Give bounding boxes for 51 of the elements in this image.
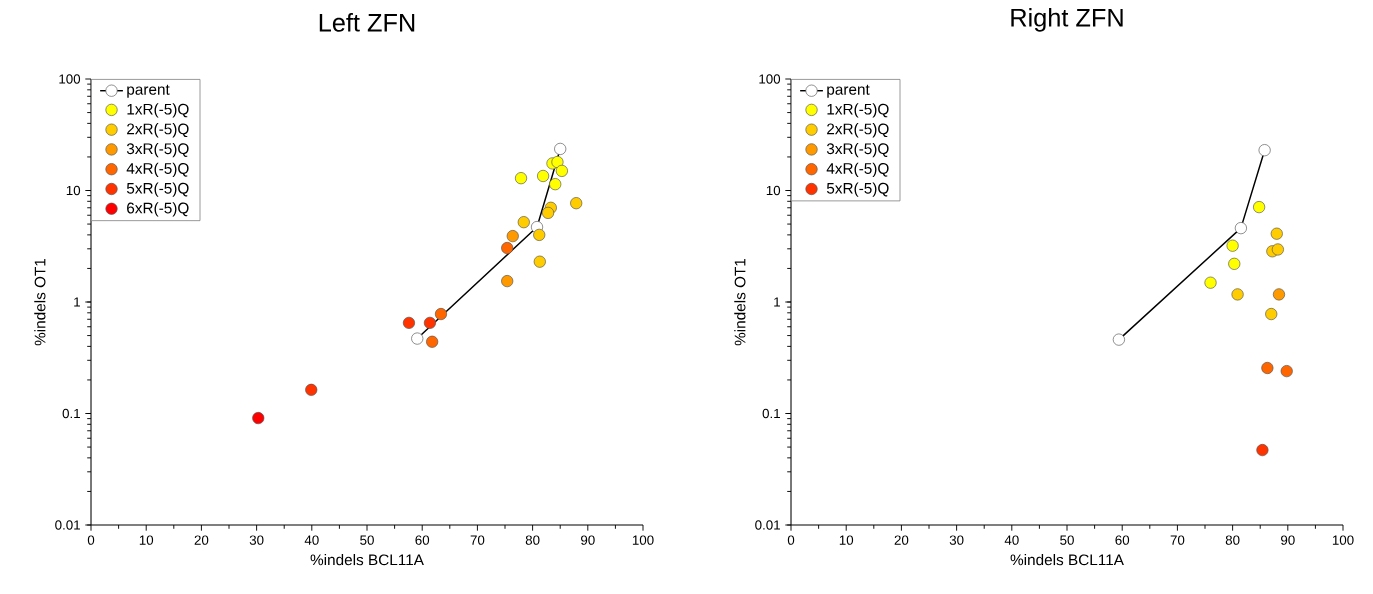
legend-label: 4xR(-5)Q xyxy=(826,162,889,177)
x-axis-title: %indels BCL11A xyxy=(310,554,424,566)
y-axis-title: %indels OT1 xyxy=(734,258,746,346)
y-tick-label: 0.1 xyxy=(62,408,80,419)
y-axis-title: %indels OT1 xyxy=(34,258,46,346)
x-tick-label: 0 xyxy=(87,535,95,545)
x-tick-label: 10 xyxy=(139,535,154,545)
x-tick-label: 30 xyxy=(249,535,264,545)
y-tick-label: 100 xyxy=(759,74,781,84)
y-tick-label: 0.01 xyxy=(755,520,780,530)
legend-label: 2xR(-5)Q xyxy=(127,123,189,138)
x-tick-label: 40 xyxy=(1004,535,1019,545)
x-tick-label: 100 xyxy=(1332,535,1354,545)
y-tick-label: 0.01 xyxy=(55,520,80,530)
legend-label: 3xR(-5)Q xyxy=(826,142,889,158)
legend-label: 1xR(-5)Q xyxy=(127,103,189,118)
x-tick-label: 40 xyxy=(304,535,319,545)
x-tick-label: 90 xyxy=(581,535,595,545)
legend-label: 3xR(-5)Q xyxy=(126,142,189,158)
x-tick-label: 70 xyxy=(1170,535,1185,545)
y-tick-label: 0.1 xyxy=(762,408,780,419)
legend-label: 1xR(-5)Q xyxy=(827,103,889,118)
y-tick-label: 1 xyxy=(774,297,780,307)
x-tick-label: 20 xyxy=(894,535,909,545)
x-tick-label: 30 xyxy=(949,535,964,545)
legend-label: parent xyxy=(127,84,170,98)
legend-label: 5xR(-5)Q xyxy=(126,182,189,197)
x-tick-label: 100 xyxy=(632,535,654,545)
x-tick-label: 80 xyxy=(1225,535,1240,545)
x-axis-title: %indels BCL11A xyxy=(1010,554,1124,566)
x-tick-label: 60 xyxy=(415,535,430,545)
chart-title: Right ZFN xyxy=(1011,8,1123,32)
x-tick-label: 20 xyxy=(194,535,209,545)
x-tick-label: 70 xyxy=(470,535,485,545)
y-tick-label: 10 xyxy=(766,185,781,196)
x-tick-label: 50 xyxy=(1060,535,1074,545)
x-tick-label: 80 xyxy=(525,535,540,545)
x-tick-label: 90 xyxy=(1281,535,1295,545)
chart-title: Left ZFN xyxy=(319,13,415,32)
y-tick-label: 10 xyxy=(66,185,81,196)
x-tick-label: 50 xyxy=(360,535,374,545)
x-tick-label: 60 xyxy=(1115,535,1130,545)
y-tick-label: 100 xyxy=(59,74,81,84)
legend-label: 4xR(-5)Q xyxy=(126,162,189,177)
x-tick-label: 10 xyxy=(839,535,854,545)
x-tick-label: 0 xyxy=(787,535,795,545)
legend-label: 2xR(-5)Q xyxy=(827,123,889,138)
legend-label: 6xR(-5)Q xyxy=(127,202,189,217)
legend-label: parent xyxy=(827,84,870,98)
legend-label: 5xR(-5)Q xyxy=(826,182,889,197)
y-tick-label: 1 xyxy=(74,297,80,307)
